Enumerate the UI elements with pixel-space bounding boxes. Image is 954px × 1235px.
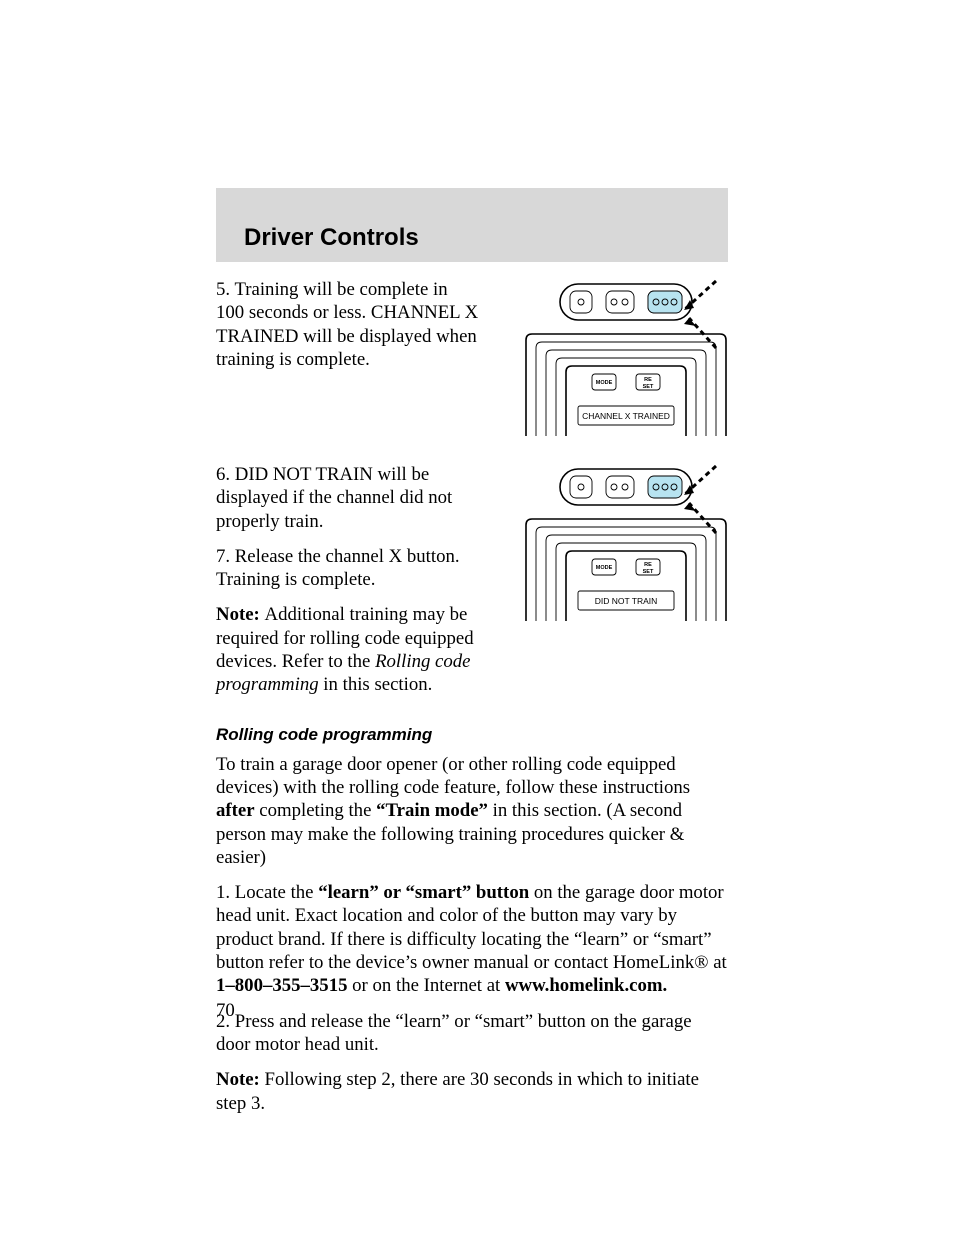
rolling-p1-f: www.homelink.com. <box>505 975 667 996</box>
step5-text: 5. Training will be complete in 100 seco… <box>216 278 480 371</box>
mode-label: MODE <box>596 380 613 386</box>
figure-did-not-train: MODE RE SET DID NOT TRAIN <box>524 463 728 626</box>
display-trained: CHANNEL X TRAINED <box>582 411 670 421</box>
mode-label-2: MODE <box>596 565 613 571</box>
page-number: 70 <box>216 1000 235 1022</box>
step5-text-col: 5. Training will be complete in 100 seco… <box>216 278 480 371</box>
rolling-heading: Rolling code programming <box>216 725 728 745</box>
note1-body-b: in this section. <box>319 674 433 695</box>
spacer <box>216 745 728 753</box>
step67-text-col: 6. DID NOT TRAIN will be displayed if th… <box>216 463 480 697</box>
spacer <box>216 441 728 463</box>
reset-label-2: SET <box>643 384 654 390</box>
rolling-p1-e: or on the Internet at <box>347 975 505 996</box>
rolling-intro: To train a garage door opener (or other … <box>216 753 728 869</box>
page-content: 5. Training will be complete in 100 seco… <box>216 278 728 1115</box>
step67-block: 6. DID NOT TRAIN will be displayed if th… <box>216 463 728 697</box>
rolling-p2: 2. Press and release the “learn” or “sma… <box>216 1010 728 1057</box>
rolling-p1-b: “learn” or “smart” button <box>318 882 529 903</box>
rolling-intro-d: “Train mode” <box>376 800 488 821</box>
rolling-p1: 1. Locate the “learn” or “smart” button … <box>216 881 728 997</box>
reset-label-1b: RE <box>644 562 652 568</box>
display-not-trained: DID NOT TRAIN <box>595 596 658 606</box>
spacer <box>216 697 728 725</box>
note1-prefix: Note: <box>216 604 265 625</box>
page: Driver Controls 5. Training will be comp… <box>0 0 954 1235</box>
reset-label-1: RE <box>644 377 652 383</box>
reset-label-2b: SET <box>643 569 654 575</box>
section-header-band: Driver Controls <box>216 188 728 262</box>
note1-text: Note: Additional training may be require… <box>216 603 480 696</box>
step6-text: 6. DID NOT TRAIN will be displayed if th… <box>216 463 480 533</box>
section-title: Driver Controls <box>244 224 728 252</box>
rolling-intro-b: after <box>216 800 255 821</box>
rolling-p1-a: 1. Locate the <box>216 882 318 903</box>
figure-channel-trained: MODE RE SET CHANNEL X TRAINED <box>524 278 728 441</box>
rolling-p3: Note: Following step 2, there are 30 sec… <box>216 1068 728 1115</box>
step5-block: 5. Training will be complete in 100 seco… <box>216 278 728 441</box>
rolling-intro-a: To train a garage door opener (or other … <box>216 754 690 798</box>
rolling-p1-d: 1–800–355–3515 <box>216 975 347 996</box>
rolling-p3-prefix: Note: <box>216 1069 265 1090</box>
rolling-p3-body: Following step 2, there are 30 seconds i… <box>216 1069 699 1113</box>
rolling-intro-c: completing the <box>255 800 377 821</box>
step7-text: 7. Release the channel X button. Trainin… <box>216 545 480 592</box>
